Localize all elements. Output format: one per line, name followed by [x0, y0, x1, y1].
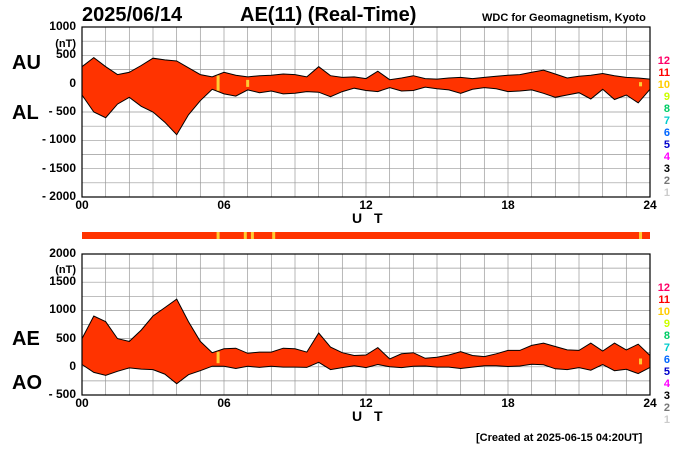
y-tick-label: 500	[55, 47, 76, 62]
x-tick-label: 06	[217, 198, 231, 212]
highlight-mark	[639, 358, 643, 365]
chart-title: AE(11) (Real-Time)	[240, 4, 417, 26]
creation-timestamp: [Created at 2025-06-15 04:20UT]	[476, 432, 643, 444]
series-label-ao: AO	[12, 372, 42, 394]
series-line-au	[81, 56, 651, 81]
x-tick-label: 18	[501, 396, 515, 410]
series-line-al	[81, 86, 651, 136]
legend-level-5: 5	[663, 139, 670, 151]
y-tick-label: - 500	[48, 104, 76, 118]
legend-level-3: 3	[663, 390, 670, 402]
series-label-al: AL	[12, 102, 39, 124]
highlight-mark	[216, 351, 220, 364]
y-tick-label: 500	[55, 330, 76, 345]
legend-level-4: 4	[663, 378, 670, 390]
x-axis-label: U T	[352, 210, 387, 226]
x-tick-label: 18	[501, 198, 515, 212]
plot-frame	[81, 253, 651, 396]
y-tick-label: - 500	[48, 387, 76, 401]
legend-level-9: 9	[663, 318, 670, 330]
legend-level-1: 1	[663, 414, 670, 426]
x-tick-label: 00	[75, 396, 89, 410]
activity-bar-fill	[82, 232, 650, 239]
activity-bar-mark	[639, 232, 643, 239]
x-tick-label: 12	[359, 198, 373, 212]
x-tick-label: 12	[359, 396, 373, 410]
legend-level-5: 5	[663, 366, 670, 378]
legend-level-8: 8	[663, 330, 670, 342]
y-tick-label: 1000	[49, 19, 76, 33]
legend-level-2: 2	[663, 402, 670, 414]
highlight-mark	[246, 79, 250, 87]
legend-level-9: 9	[663, 91, 670, 103]
legend-level-11: 11	[658, 67, 670, 79]
series-line-ae	[81, 298, 651, 360]
ae-ao-panel	[81, 253, 651, 396]
legend-level-7: 7	[663, 342, 670, 354]
au-al-panel	[81, 26, 651, 198]
legend-level-3: 3	[663, 163, 670, 175]
x-tick-label: 00	[75, 198, 89, 212]
activity-bar-mark	[250, 232, 254, 239]
legend-level-7: 7	[663, 115, 670, 127]
legend-level-2: 2	[663, 175, 670, 187]
legend-level-10: 10	[657, 306, 670, 318]
legend-level-11: 11	[658, 294, 670, 306]
legend-level-12: 12	[657, 55, 670, 67]
legend-level-6: 6	[663, 127, 670, 139]
series-label-au: AU	[12, 52, 41, 74]
y-tick-label: - 1000	[41, 132, 76, 147]
x-tick-label: 24	[643, 198, 657, 212]
y-axis-unit: (nT)	[55, 264, 76, 276]
legend-level-6: 6	[663, 354, 670, 366]
activity-bar	[82, 232, 650, 239]
legend-level-1: 1	[663, 187, 670, 199]
series-line-ao	[81, 361, 651, 385]
plot-frame	[81, 26, 651, 198]
y-tick-label: - 2000	[41, 189, 76, 203]
activity-band	[82, 57, 650, 135]
activity-bar-mark	[243, 232, 247, 239]
x-tick-label: 24	[643, 396, 657, 410]
highlight-mark	[216, 75, 220, 91]
y-axis-unit: (nT)	[55, 38, 76, 50]
y-tick-label: 0	[69, 75, 76, 90]
activity-bar-mark	[272, 232, 276, 239]
x-axis-label: U T	[352, 408, 387, 424]
y-tick-label: - 1500	[41, 160, 76, 175]
legend-level-10: 10	[657, 79, 670, 91]
activity-bar-mark	[216, 232, 220, 239]
legend-level-4: 4	[663, 151, 670, 163]
legend-level-8: 8	[663, 103, 670, 115]
y-tick-label: 0	[69, 358, 76, 373]
y-tick-label: 1500	[49, 274, 76, 289]
activity-band	[82, 299, 650, 384]
y-tick-label: 2000	[49, 246, 76, 260]
series-label-ae: AE	[12, 328, 40, 350]
chart-date: 2025/06/14	[82, 4, 183, 26]
legend-level-12: 12	[657, 282, 670, 294]
highlight-mark	[639, 82, 643, 87]
x-tick-label: 06	[217, 396, 231, 410]
chart-source: WDC for Geomagnetism, Kyoto	[482, 12, 646, 24]
y-tick-label: 1000	[49, 302, 76, 317]
